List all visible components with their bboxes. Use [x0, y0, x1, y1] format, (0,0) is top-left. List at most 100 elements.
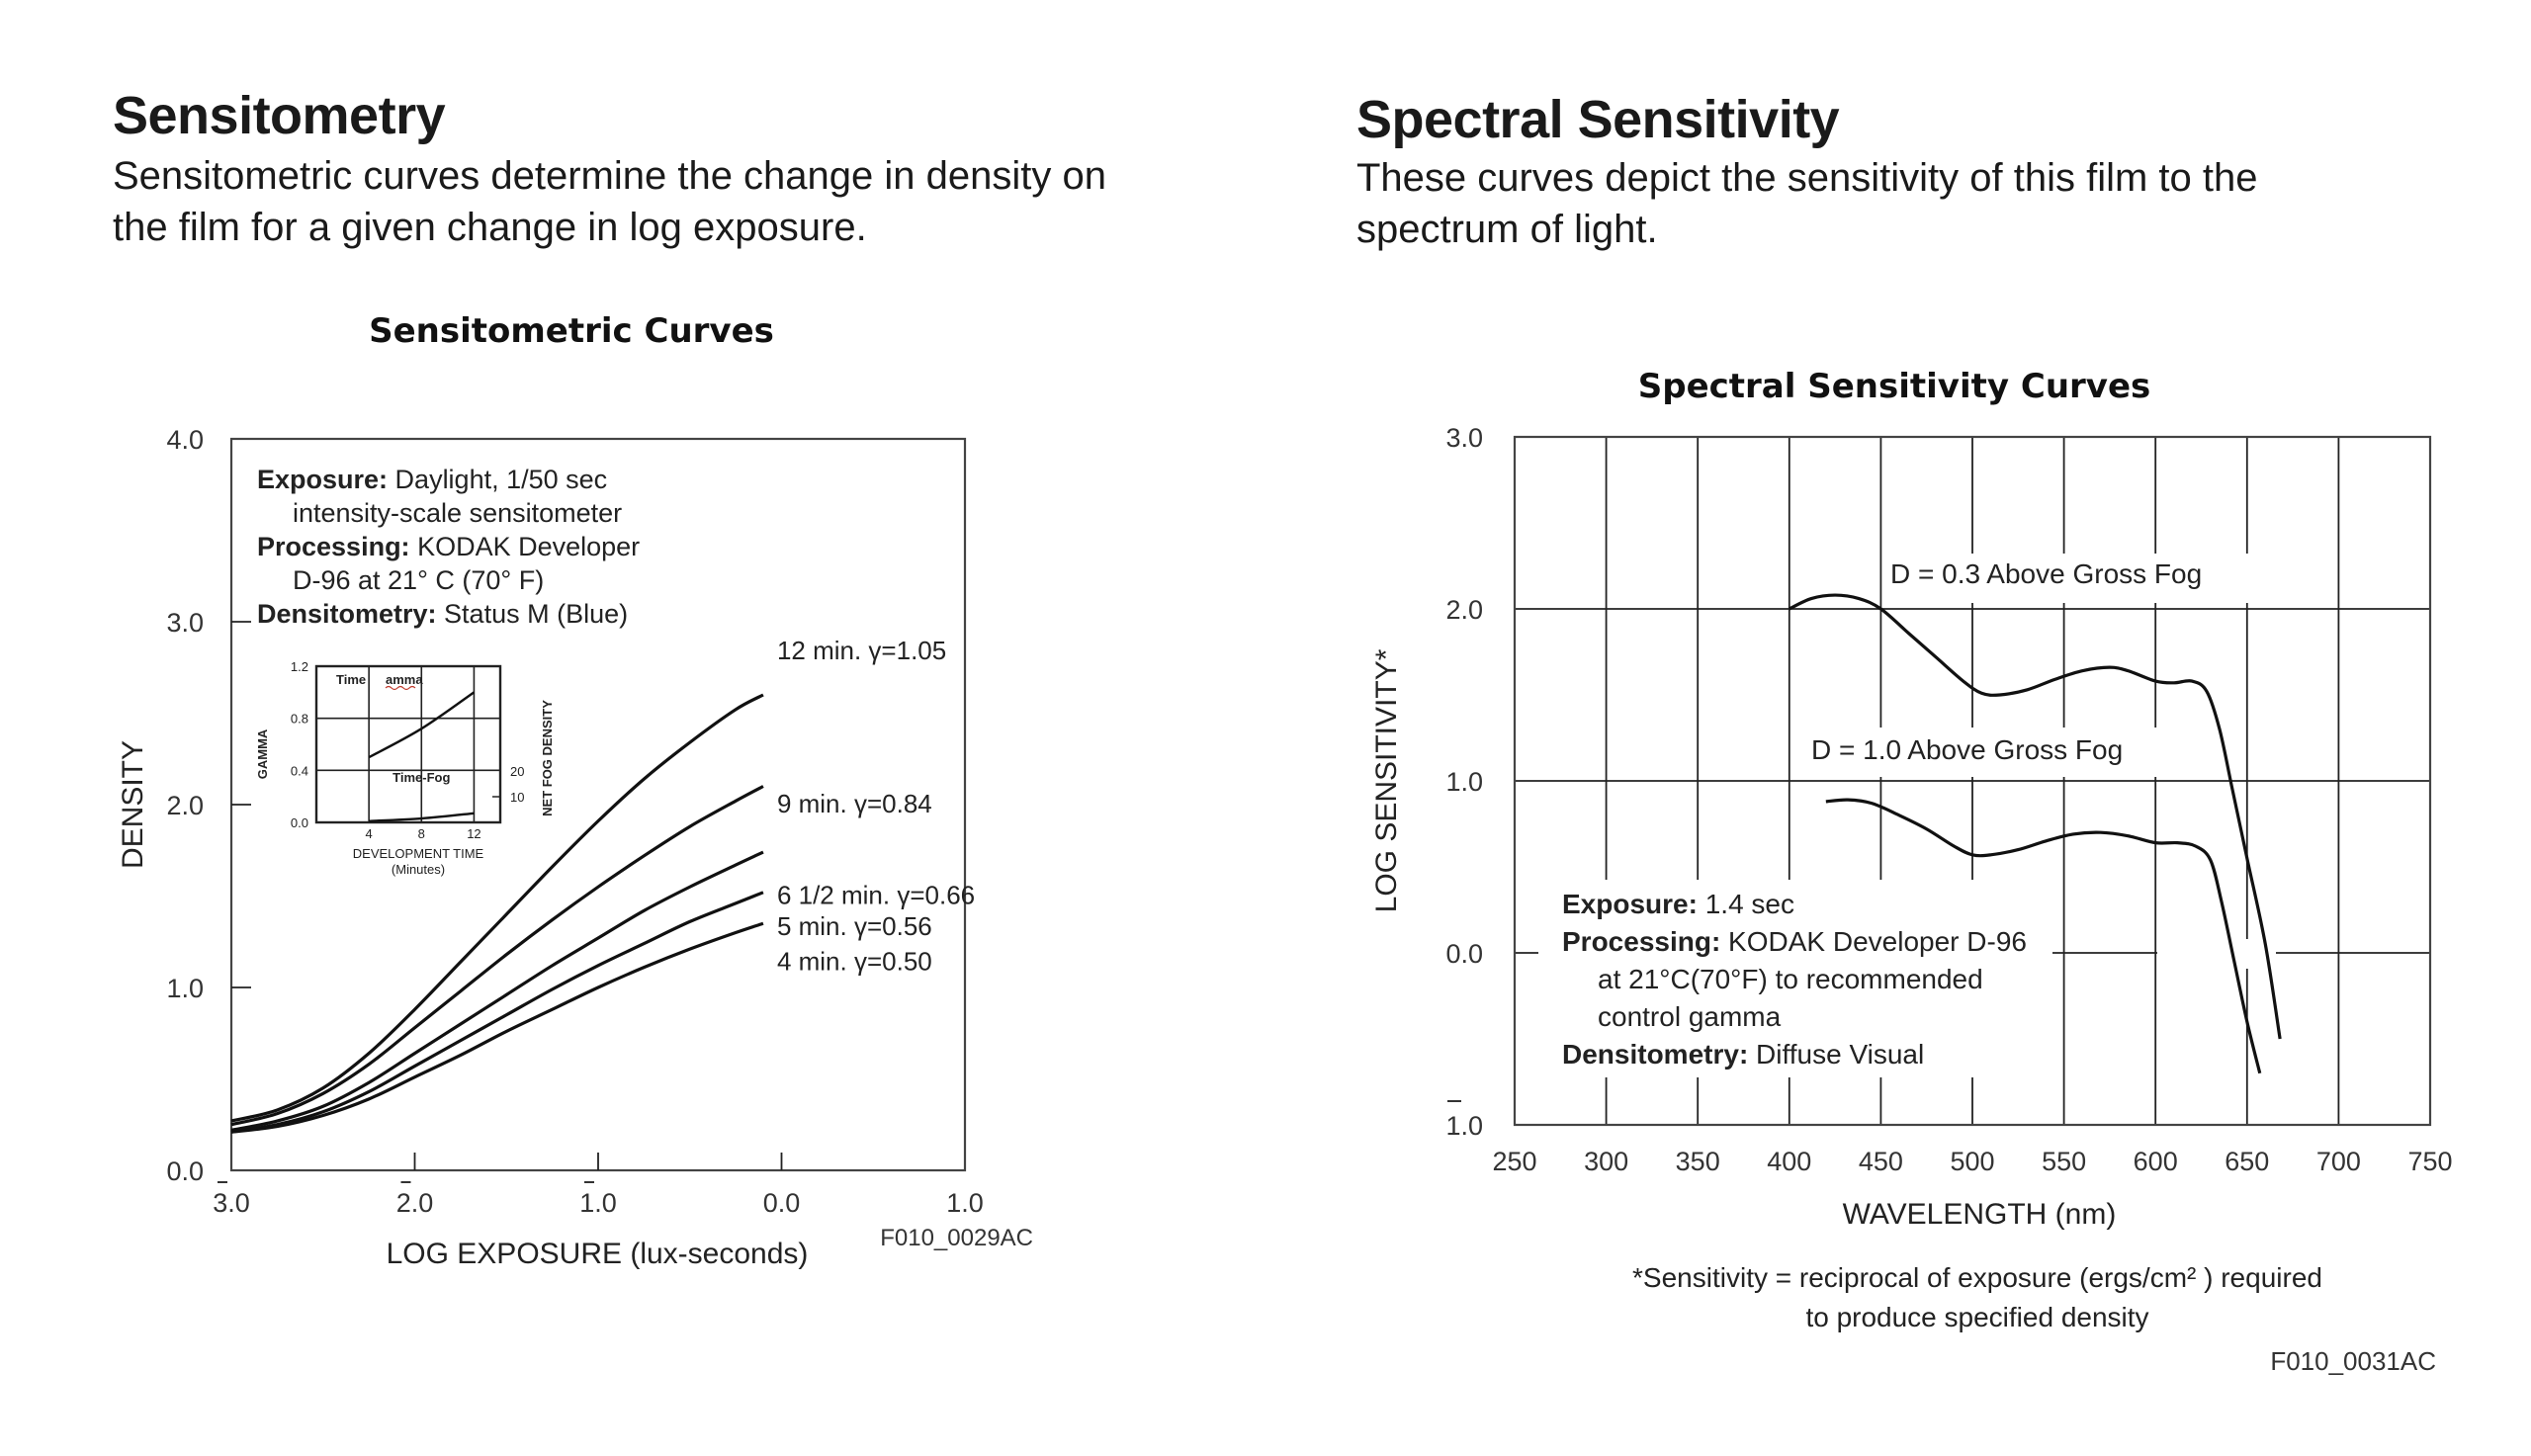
x-tick-label: 550	[2042, 1147, 2086, 1176]
sensitometric-chart: Sensitometric Curves 0.0 1.0 2.0 3.0 4.0 3.0…	[117, 311, 1033, 1270]
inset-gamma-label-2: amma	[386, 672, 423, 687]
curve-label: 4 min. γ=0.50	[777, 946, 932, 976]
inset-gamma-label: Time	[336, 672, 366, 687]
curve-label: 9 min. γ=0.84	[777, 789, 932, 818]
spectral-chart-title: Spectral Sensitivity Curves	[1638, 367, 2151, 406]
y-tick-label: 1.0	[166, 974, 204, 1003]
sensitometry-note-line: intensity-scale sensitometer	[293, 498, 622, 528]
x-axis: 250 300 350 400 450 500 550 600 650 700 750	[1492, 1147, 2452, 1176]
x-tick-label: 700	[2316, 1147, 2361, 1176]
x-tick-label: 400	[1767, 1147, 1811, 1176]
y-axis: 1.0 0.0 1.0 2.0 3.0	[1445, 423, 1483, 1141]
x-tick-label: 300	[1584, 1147, 1628, 1176]
curve-label: D = 1.0 Above Gross Fog	[1811, 734, 2123, 765]
y-tick-label: 3.0	[1445, 423, 1483, 453]
spectral-note-line: at 21°C(70°F) to recommended	[1598, 964, 1983, 994]
x-axis-label: LOG EXPOSURE (lux-seconds)	[387, 1238, 809, 1270]
spectral-description-line1: These curves depict the sensitivity of t…	[1356, 156, 2258, 200]
x-tick-label: 3.0	[213, 1188, 250, 1218]
inset-x-tick: 4	[366, 826, 373, 841]
sensitometry-description-line1: Sensitometric curves determine the chang…	[113, 154, 1106, 198]
notes-background	[1538, 880, 2052, 1077]
curves	[230, 693, 764, 1134]
y-tick-label: 0.0	[166, 1156, 204, 1186]
curve-labels: 12 min. γ=1.05 9 min. γ=0.84 6 1/2 min. γ=…	[777, 636, 975, 977]
sensitometry-note-line: Densitometry: Status M (Blue)	[257, 599, 628, 629]
x-tick-label: 250	[1492, 1147, 1536, 1176]
inset-fog-curve	[369, 812, 475, 822]
y-tick-label: 2.0	[1445, 595, 1483, 625]
sensitometric-chart-title: Sensitometric Curves	[369, 311, 774, 351]
curve-label: 12 min. γ=1.05	[777, 636, 946, 665]
sensitometry-title: Sensitometry	[113, 86, 446, 145]
spectral-description-line2: spectrum of light.	[1356, 208, 1658, 251]
inset-gamma-chart: 4 8 12 0.0 0.4 0.8 1.2 10 20 Time amma Time-Fog DEVE…	[255, 659, 555, 877]
exposure-notes: Exposure: Daylight, 1/50 sec intensity-sc…	[257, 465, 640, 629]
inset-right-tick: 20	[510, 764, 524, 779]
spectral-curve	[1789, 593, 2282, 1040]
sensitometric-curve	[230, 693, 764, 1123]
x-tick-label: 450	[1859, 1147, 1903, 1176]
curves	[1789, 593, 2282, 1074]
x-axis: 3.0 2.0 1.0 0.0 1.0	[213, 1153, 984, 1218]
inset-gamma-curve	[368, 691, 476, 759]
inset-x-label: DEVELOPMENT TIME	[353, 846, 484, 861]
sensitometry-description-line2: the film for a given change in log expos…	[113, 206, 867, 249]
sensitometry-note-line: Processing: KODAK Developer	[257, 532, 640, 561]
y-tick-label: 0.0	[1445, 939, 1483, 969]
label-background	[1807, 728, 2223, 777]
x-axis-label: WAVELENGTH (nm)	[1843, 1198, 2117, 1231]
y-axis-label: DENSITY	[117, 740, 149, 869]
x-tick-label: 2.0	[396, 1188, 434, 1218]
spectral-sensitivity-title: Spectral Sensitivity	[1356, 90, 1840, 149]
inset-y-tick: 0.4	[291, 763, 308, 778]
x-tick-label: 650	[2225, 1147, 2269, 1176]
y-tick-label: 1.0	[1445, 767, 1483, 797]
curve-label: 6 1/2 min. γ=0.66	[777, 881, 975, 910]
footnote-line2: to produce specified density	[1805, 1302, 2148, 1332]
inset-y-label-right: NET FOG DENSITY	[540, 700, 555, 816]
sensitometric-curve	[230, 850, 764, 1132]
figure-id: F010_0029AC	[880, 1225, 1033, 1251]
x-tick-label: 0.0	[763, 1188, 801, 1218]
curve-label: 5 min. γ=0.56	[777, 911, 932, 941]
inset-x-label-2: (Minutes)	[392, 862, 445, 877]
figure-id: F010_0031AC	[2270, 1346, 2436, 1376]
inset-y-tick: 0.0	[291, 815, 308, 830]
y-tick-label: 1.0	[1445, 1111, 1483, 1141]
inset-frame	[314, 664, 502, 824]
inset-y-tick: 1.2	[291, 659, 308, 674]
spellcheck-underline	[385, 685, 416, 691]
notes-background	[2157, 939, 2276, 969]
label-background	[1886, 554, 2321, 603]
spectral-curve	[1825, 798, 2262, 1074]
inset-right-tick: 10	[510, 790, 524, 805]
spectral-note-line: Densitometry: Diffuse Visual	[1562, 1039, 1924, 1070]
sensitometry-note-line: D-96 at 21° C (70° F)	[293, 565, 544, 595]
spectral-note-line: Exposure: 1.4 sec	[1562, 889, 1794, 919]
inset-y-tick: 0.8	[291, 712, 308, 727]
plot-frame	[1513, 435, 2432, 1127]
curve-labels: D = 0.3 Above Gross Fog D = 1.0 Above Gro…	[1811, 558, 2202, 765]
sensitometric-curve	[230, 785, 764, 1127]
inset-fog-label: Time-Fog	[393, 770, 450, 785]
spectral-note-line: Processing: KODAK Developer D-96	[1562, 926, 2027, 957]
footnote-line1: *Sensitivity = reciprocal of exposure (e…	[1632, 1262, 2322, 1293]
x-tick-label: 350	[1676, 1147, 1720, 1176]
x-tick-label: 1.0	[579, 1188, 617, 1218]
y-tick-label: 3.0	[166, 608, 204, 638]
y-tick-label: 4.0	[166, 425, 204, 455]
sensitometric-curve	[230, 921, 764, 1134]
x-tick-label: 1.0	[946, 1188, 984, 1218]
x-tick-label: 600	[2134, 1147, 2178, 1176]
x-tick-label: 750	[2407, 1147, 2452, 1176]
exposure-notes: Exposure: 1.4 sec Processing: KODAK Devel…	[1562, 889, 2027, 1070]
spectral-note-line: control gamma	[1598, 1001, 1782, 1032]
x-tick-label: 500	[1950, 1147, 1994, 1176]
sensitometric-curve	[230, 891, 764, 1134]
y-tick-label: 2.0	[166, 791, 204, 820]
inset-x-tick: 12	[467, 826, 480, 841]
y-axis: 0.0 1.0 2.0 3.0 4.0	[166, 425, 251, 1186]
sensitometry-note-line: Exposure: Daylight, 1/50 sec	[257, 465, 607, 494]
inset-y-label-left: GAMMA	[255, 728, 270, 779]
